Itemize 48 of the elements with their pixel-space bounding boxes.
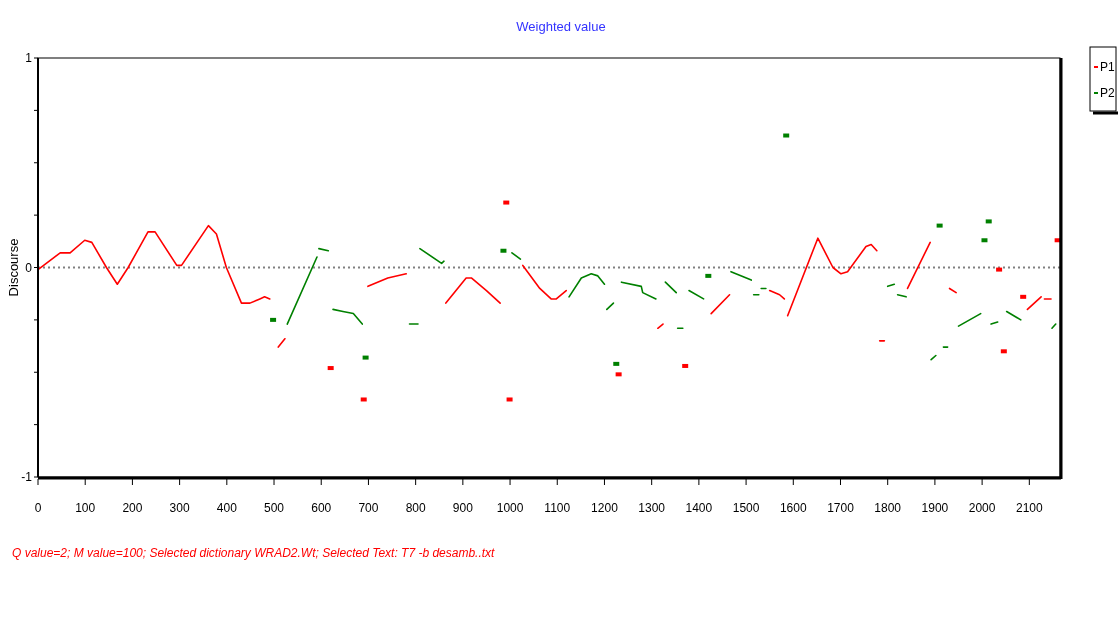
x-tick-label: 200 (122, 501, 143, 515)
x-tick-label: 1000 (496, 501, 524, 515)
x-tick-label: 2000 (968, 501, 996, 515)
point (270, 317, 277, 322)
y-tick-label: 1 (25, 51, 33, 66)
x-tick-label: 300 (169, 501, 190, 515)
x-tick-label: 1800 (874, 501, 902, 515)
x-tick-label: 1600 (779, 501, 807, 515)
x-tick-label: 1900 (921, 501, 949, 515)
x-tick-label: 2100 (1015, 501, 1043, 515)
x-tick-label: 100 (75, 501, 96, 515)
x-tick-label: 1100 (544, 501, 571, 515)
point (362, 355, 369, 360)
x-tick-label: 0 (34, 501, 42, 515)
x-tick-label: 600 (311, 501, 332, 515)
x-tick-label: 900 (452, 501, 474, 515)
point (360, 397, 367, 402)
point (936, 223, 943, 228)
x-tick-label: 1200 (591, 501, 619, 515)
point (327, 366, 334, 371)
text: Q value=2; M value=100; Selected dictionary WRAD2.Wt; Selected Text: T7 -b desamb..txt (12, 546, 496, 560)
legend-label: P1 (1100, 60, 1115, 75)
point (503, 200, 510, 205)
y-tick-label: -1 (21, 470, 33, 485)
point (682, 363, 689, 368)
y-axis-title: Discourse (6, 238, 21, 297)
point (1000, 349, 1007, 354)
point (985, 219, 992, 224)
point (1020, 294, 1027, 299)
legend-label: P2 (1100, 86, 1115, 101)
x-tick-label: 1700 (827, 501, 855, 515)
point (615, 372, 622, 377)
point (996, 267, 1003, 272)
y-tick-label: 0 (25, 260, 33, 275)
x-tick-label: 1300 (638, 501, 666, 515)
x-tick-label: 500 (264, 501, 285, 515)
x-tick-label: 1400 (685, 501, 713, 515)
x-tick-label: 1500 (732, 501, 760, 515)
point (783, 133, 790, 138)
point (500, 248, 507, 253)
x-tick-label: 400 (216, 501, 238, 515)
chart-title: Weighted value (516, 19, 606, 34)
x-tick-label: 700 (358, 501, 379, 515)
point (613, 361, 620, 366)
point (981, 238, 988, 243)
x-tick-label: 800 (405, 501, 426, 515)
point (705, 273, 712, 278)
point (506, 397, 513, 402)
